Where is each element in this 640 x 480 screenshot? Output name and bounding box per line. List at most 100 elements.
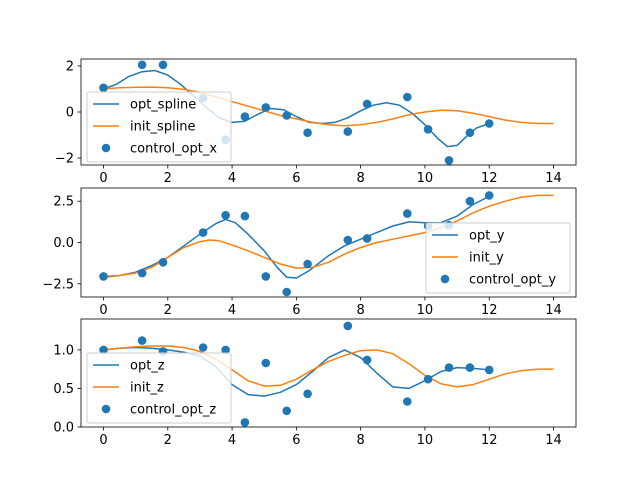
series-scatter-control_opt_x: [99, 60, 494, 165]
plot-area: [99, 321, 554, 427]
data-point: [261, 272, 271, 281]
data-point: [403, 92, 412, 102]
y-tick-label: −2: [55, 152, 74, 167]
legend-box: [425, 222, 571, 294]
legend-label: init_y: [469, 251, 504, 266]
data-point: [99, 272, 108, 281]
x-tick-label: 14: [545, 171, 562, 186]
data-point: [137, 60, 147, 70]
subplot-3: 0 2 4 6 8 10 12 14 0.0 0.5 1.0 opt_z init_z control_o…: [53, 318, 577, 448]
x-tick-label: 0: [99, 303, 107, 318]
x-tick-label: 14: [545, 433, 562, 448]
y-tick-label: −2.5: [42, 277, 74, 292]
data-point: [403, 209, 412, 218]
x-tick-label: 4: [228, 433, 236, 448]
x-tick-label: 8: [357, 433, 365, 448]
x-tick-label: 4: [228, 171, 236, 186]
data-point: [403, 397, 412, 406]
y-tick-label: 0.0: [53, 421, 74, 436]
y-tick-label: 0.0: [53, 236, 74, 251]
data-point: [343, 235, 353, 245]
data-point: [99, 345, 108, 355]
x-tick-label: 4: [228, 303, 236, 318]
legend-marker-swatch: [101, 404, 111, 414]
y-tick-label: 1.0: [53, 343, 74, 358]
data-point: [137, 268, 147, 278]
data-point: [303, 389, 312, 399]
data-point: [261, 103, 271, 112]
x-tick-label: 12: [481, 303, 498, 318]
legend-label: opt_y: [469, 229, 505, 244]
x-tick-label: 12: [481, 433, 498, 448]
y-tick-label: 0: [66, 106, 74, 121]
x-tick-label: 10: [417, 171, 434, 186]
legend-label: opt_spline: [130, 98, 196, 113]
x-tick-label: 8: [357, 171, 365, 186]
legend-box: [86, 352, 232, 424]
data-point: [99, 83, 108, 93]
data-point: [198, 228, 208, 237]
subplot-1: 0 2 4 6 8 10 12 14 −2 0 2 opt_spline init_splinecont…: [55, 58, 577, 186]
data-point: [465, 196, 475, 206]
data-point: [444, 363, 454, 372]
legend-box: [86, 91, 232, 163]
x-tick-label: 2: [164, 303, 172, 318]
data-point: [484, 119, 494, 128]
x-tick-label: 8: [357, 303, 365, 318]
data-point: [303, 259, 312, 269]
data-point: [484, 365, 494, 375]
series-scatter-control_opt_z: [99, 321, 494, 427]
data-point: [423, 374, 433, 384]
data-point: [423, 125, 433, 134]
series-line-opt_spline: [103, 69, 490, 148]
data-point: [465, 363, 475, 372]
data-point: [465, 128, 475, 137]
data-point: [282, 406, 292, 416]
data-point: [240, 418, 250, 427]
x-tick-label: 6: [292, 171, 300, 186]
data-point: [362, 355, 372, 365]
data-point: [362, 234, 372, 243]
x-tick-label: 6: [292, 433, 300, 448]
y-tick-label: 2.5: [53, 195, 74, 210]
data-point: [221, 211, 230, 220]
legend-label: init_z: [130, 381, 164, 396]
data-point: [343, 321, 353, 331]
legend-marker-swatch: [101, 143, 111, 153]
legend-label: control_opt_y: [469, 273, 556, 288]
x-tick-label: 10: [417, 303, 434, 318]
x-tick-label: 12: [481, 171, 498, 186]
x-tick-label: 0: [99, 171, 107, 186]
data-point: [343, 127, 353, 136]
data-point: [444, 156, 454, 165]
data-point: [240, 112, 250, 121]
data-point: [303, 128, 312, 137]
legend-label: control_opt_z: [130, 403, 216, 418]
x-tick-label: 10: [417, 433, 434, 448]
data-point: [240, 211, 250, 221]
data-point: [484, 191, 494, 200]
data-point: [198, 343, 208, 352]
data-point: [137, 336, 147, 345]
x-tick-label: 6: [292, 303, 300, 318]
legend: opt_spline init_spline control_opt_x: [86, 91, 232, 163]
legend: opt_z init_z control_opt_z: [86, 352, 232, 424]
data-point: [282, 287, 292, 297]
subplot-2: 0 2 4 6 8 10 12 14 −2.5 0.0 2.5 opt_y init_y control_…: [42, 187, 577, 318]
data-point: [221, 345, 230, 355]
y-tick-label: 2: [66, 59, 74, 74]
data-point: [158, 258, 168, 267]
data-point: [158, 60, 168, 70]
axes-frame: [80, 318, 577, 428]
x-tick-label: 0: [99, 433, 107, 448]
data-point: [282, 111, 292, 120]
y-tick-label: 0.5: [53, 382, 74, 397]
data-point: [362, 99, 372, 109]
plot-area: [99, 60, 554, 165]
x-tick-label: 2: [164, 171, 172, 186]
legend-label: control_opt_x: [130, 142, 217, 157]
legend-label: opt_z: [130, 359, 165, 374]
series-line-init_z: [103, 345, 554, 388]
legend: opt_y init_y control_opt_y: [425, 222, 571, 294]
x-tick-label: 14: [545, 303, 562, 318]
